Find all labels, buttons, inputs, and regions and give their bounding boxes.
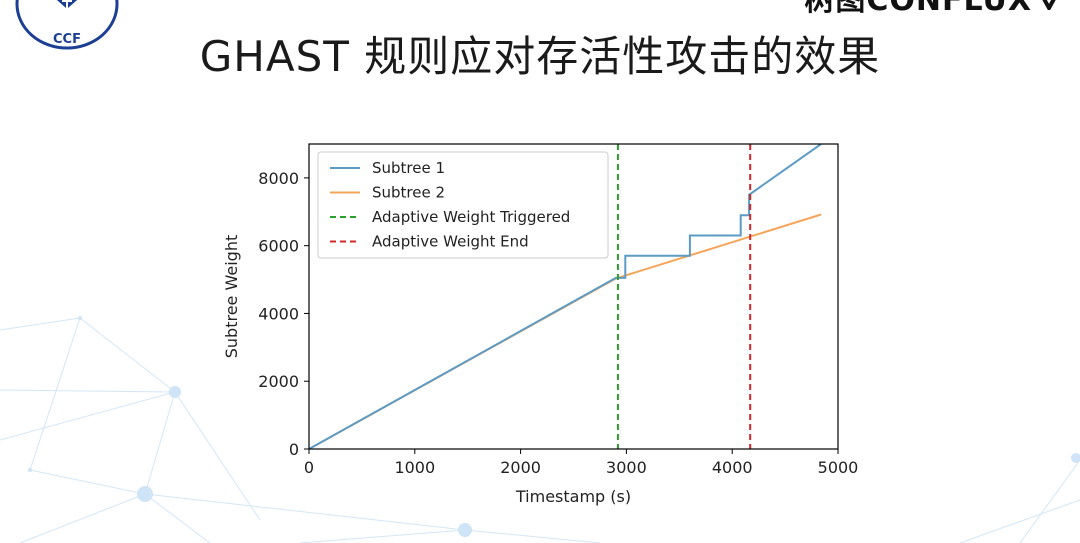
- y-tick-label: 2000: [258, 372, 299, 391]
- legend-label: Adaptive Weight End: [372, 233, 529, 251]
- x-tick-label: 3000: [606, 458, 647, 477]
- x-tick-label: 4000: [712, 458, 753, 477]
- x-tick-label: 1000: [394, 458, 435, 477]
- x-axis-label: Timestamp (s): [515, 487, 631, 506]
- x-tick-label: 0: [304, 458, 314, 477]
- brand-logo-text: 树图CONFLUX: [804, 0, 1032, 18]
- y-tick-label: 6000: [258, 237, 299, 256]
- legend-label: Subtree 2: [372, 184, 445, 202]
- legend-label: Adaptive Weight Triggered: [372, 208, 570, 226]
- ccf-logo-text: CCF: [53, 32, 81, 47]
- y-tick-label: 8000: [258, 169, 299, 188]
- chart-legend: Subtree 1 Subtree 2 Adaptive Weight Trigge…: [317, 151, 609, 259]
- legend-label: Subtree 1: [372, 159, 445, 177]
- x-tick-label: 5000: [818, 458, 859, 477]
- slide-title: GHAST 规则应对存活性攻击的效果: [199, 32, 881, 81]
- x-tick-label: 2000: [500, 458, 541, 477]
- axis-ticks: 0 1000 2000 3000 4000 5000 0 2000 4000 6000 8000: [258, 169, 858, 477]
- plot-frame: [308, 143, 839, 450]
- series-line-1: [309, 144, 822, 449]
- y-axis-label: Subtree Weight: [222, 235, 241, 358]
- legend-box: [317, 151, 609, 259]
- conflux-logo: 树图CONFLUX: [804, 0, 1062, 16]
- plot-area: [309, 144, 822, 449]
- ccf-emblem-icon: CCF: [15, 0, 119, 50]
- y-tick-label: 4000: [258, 304, 299, 323]
- y-tick-label: 0: [289, 440, 299, 459]
